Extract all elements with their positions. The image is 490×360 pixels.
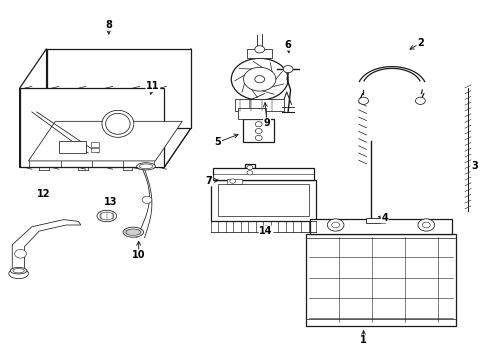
Text: 3: 3 — [471, 161, 478, 171]
Polygon shape — [223, 164, 255, 184]
Text: 2: 2 — [417, 38, 424, 48]
Ellipse shape — [10, 267, 27, 274]
Circle shape — [416, 97, 425, 104]
Ellipse shape — [126, 229, 141, 235]
Polygon shape — [20, 49, 47, 167]
Circle shape — [418, 219, 435, 231]
Circle shape — [142, 196, 152, 203]
Bar — [91, 148, 99, 152]
Ellipse shape — [106, 113, 130, 134]
Circle shape — [244, 67, 276, 91]
Circle shape — [247, 171, 253, 175]
Polygon shape — [12, 220, 81, 272]
Bar — [310, 219, 452, 234]
Bar — [227, 179, 242, 184]
Circle shape — [255, 122, 262, 127]
Circle shape — [332, 222, 340, 228]
Circle shape — [283, 66, 293, 73]
Bar — [247, 49, 272, 58]
Bar — [366, 218, 385, 223]
Ellipse shape — [100, 212, 114, 220]
Bar — [211, 180, 316, 221]
Ellipse shape — [13, 269, 24, 273]
Circle shape — [255, 135, 262, 140]
Circle shape — [247, 165, 253, 170]
Bar — [243, 119, 274, 142]
Text: 10: 10 — [132, 250, 146, 260]
Circle shape — [15, 249, 26, 258]
Text: 11: 11 — [146, 81, 160, 91]
Bar — [91, 142, 99, 147]
Text: 13: 13 — [104, 197, 118, 207]
Text: 1: 1 — [360, 335, 367, 345]
Bar — [238, 108, 266, 119]
Ellipse shape — [97, 210, 117, 222]
Ellipse shape — [137, 163, 155, 170]
Bar — [306, 234, 456, 326]
Ellipse shape — [123, 227, 144, 237]
Text: 9: 9 — [264, 118, 270, 128]
Polygon shape — [47, 49, 191, 128]
Text: 8: 8 — [105, 20, 112, 30]
Circle shape — [255, 46, 265, 53]
Ellipse shape — [9, 269, 28, 279]
Polygon shape — [20, 128, 191, 167]
Text: 6: 6 — [285, 40, 292, 50]
Circle shape — [255, 129, 262, 134]
Bar — [235, 99, 284, 111]
Polygon shape — [20, 88, 164, 167]
Circle shape — [422, 222, 430, 228]
Text: 12: 12 — [37, 189, 51, 199]
Text: 5: 5 — [215, 137, 221, 147]
Polygon shape — [28, 121, 182, 161]
Bar — [59, 141, 86, 153]
Circle shape — [230, 179, 236, 183]
Text: 4: 4 — [381, 213, 388, 223]
Bar — [218, 184, 309, 216]
Text: 14: 14 — [259, 226, 273, 236]
Circle shape — [359, 97, 368, 104]
Circle shape — [231, 58, 288, 100]
Circle shape — [255, 76, 265, 83]
Circle shape — [327, 219, 344, 231]
Ellipse shape — [102, 110, 134, 137]
Ellipse shape — [139, 164, 153, 168]
Polygon shape — [164, 49, 191, 167]
Bar — [213, 168, 314, 180]
Text: 7: 7 — [206, 176, 213, 186]
